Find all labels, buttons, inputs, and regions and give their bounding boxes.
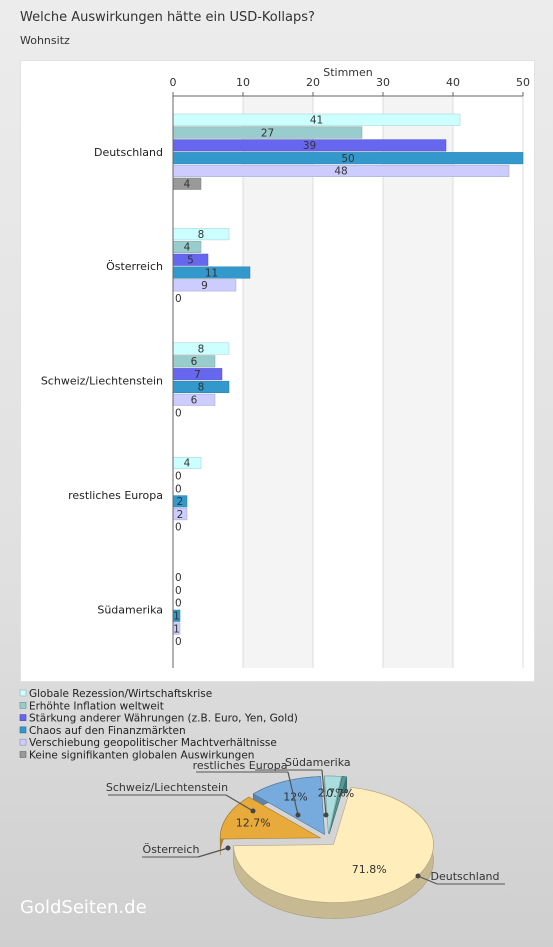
pie-slice (328, 776, 348, 835)
category-label: Schweiz/Liechtenstein (41, 375, 163, 388)
x-tick-label: 50 (516, 76, 530, 89)
legend-entry: Chaos auf den Finanzmärkten (29, 725, 186, 737)
legend-entry: Keine signifikanten globalen Auswirkunge… (29, 750, 254, 762)
callout-pointer (197, 847, 229, 858)
pie-slice-label: restliches Europa (193, 759, 288, 772)
pie-slice (324, 775, 342, 835)
bar-value-label: 50 (341, 153, 354, 165)
callout-pointer (321, 769, 327, 816)
bar-value-label: 4 (184, 179, 191, 191)
x-tick-label: 30 (376, 76, 390, 89)
pie-value-label: 12% (283, 790, 307, 803)
bar-value-label: 0 (175, 572, 182, 584)
legend-swatch (19, 751, 27, 758)
bar-value-label: 0 (175, 585, 182, 597)
legend-entry: Verschiebung geopolitischer Machtverhält… (29, 737, 277, 749)
bar-value-label: 2 (177, 509, 184, 521)
legend-entry: Erhöhte Inflation weltweit (29, 700, 164, 712)
x-tick-label: 10 (236, 76, 250, 89)
bar-value-label: 1 (173, 611, 180, 623)
legend-swatch (19, 726, 27, 734)
x-tick-label: 0 (170, 76, 177, 89)
bar-value-label: 0 (175, 522, 182, 534)
bar-value-label: 4 (184, 242, 191, 254)
bar-value-label: 1 (173, 623, 180, 635)
category-label: Österreich (106, 260, 163, 273)
pie-value-label: 12.7% (236, 816, 271, 829)
grid-band (383, 96, 453, 668)
pie-value-label: 71.8% (352, 863, 387, 876)
legend-entry: Stärkung anderer Währungen (z.B. Euro, Y… (29, 713, 298, 725)
pie-slice (252, 776, 325, 836)
legend-swatch (19, 714, 27, 721)
category-label: Südamerika (97, 603, 163, 616)
bar-value-label: 5 (187, 255, 194, 267)
legend-swatch (19, 689, 27, 697)
callout-pointer (225, 794, 254, 812)
pie-value-label: 0.7% (326, 787, 354, 800)
bar-value-label: 48 (334, 166, 347, 178)
callout-arrowhead (415, 873, 421, 879)
bar-value-label: 7 (194, 369, 201, 381)
legend-swatch (19, 701, 27, 709)
x-tick-label: 20 (306, 76, 320, 89)
bar-value-label: 2 (177, 496, 184, 508)
category-label: Deutschland (94, 146, 163, 159)
bar-value-label: 0 (175, 483, 182, 495)
bar-value-label: 9 (201, 280, 208, 292)
chart-subtitle: Wohnsitz (20, 34, 70, 47)
x-axis-label: Stimmen (323, 66, 373, 79)
callout-arrowhead (295, 812, 301, 818)
legend-swatch (19, 738, 27, 746)
bar-value-label: 41 (310, 115, 323, 127)
bar-value-label: 8 (198, 229, 205, 241)
callout-arrowhead (250, 808, 256, 814)
callout-pointer (287, 771, 299, 816)
pie-slice (219, 796, 322, 840)
bar-value-label: 0 (175, 407, 182, 419)
pie-slice-label: Österreich (143, 843, 200, 856)
category-label: restliches Europa (68, 489, 163, 502)
bar-value-label: 0 (175, 293, 182, 305)
bar-value-label: 6 (191, 356, 198, 368)
brand-logo-text: GoldSeiten.de (20, 897, 147, 918)
bar-value-label: 0 (175, 471, 182, 483)
bar-value-label: 4 (184, 458, 191, 470)
grid-band (243, 96, 313, 668)
bar-value-label: 8 (198, 382, 205, 394)
bar-value-label: 6 (191, 395, 198, 407)
callout-arrowhead (323, 812, 329, 818)
legend-entry: Globale Rezession/Wirtschaftskrise (29, 688, 212, 700)
x-tick-label: 40 (446, 76, 460, 89)
pie-slice-label: Südamerika (285, 756, 351, 769)
pie-slice-label: Deutschland (430, 870, 499, 883)
bar-value-label: 27 (261, 127, 274, 139)
bar-value-label: 11 (205, 267, 218, 279)
bar-value-label: 8 (198, 343, 205, 355)
pie-slice (233, 787, 434, 903)
callout-arrowhead (225, 845, 231, 851)
bar-value-label: 39 (303, 140, 316, 152)
bar-value-label: 0 (175, 636, 182, 648)
bar-value-label: 0 (175, 598, 182, 610)
chart-title: Welche Auswirkungen hätte ein USD-Kollap… (20, 10, 315, 25)
pie-slice-label: Schweiz/Liechtenstein (106, 781, 228, 794)
callout-pointer (417, 875, 438, 885)
